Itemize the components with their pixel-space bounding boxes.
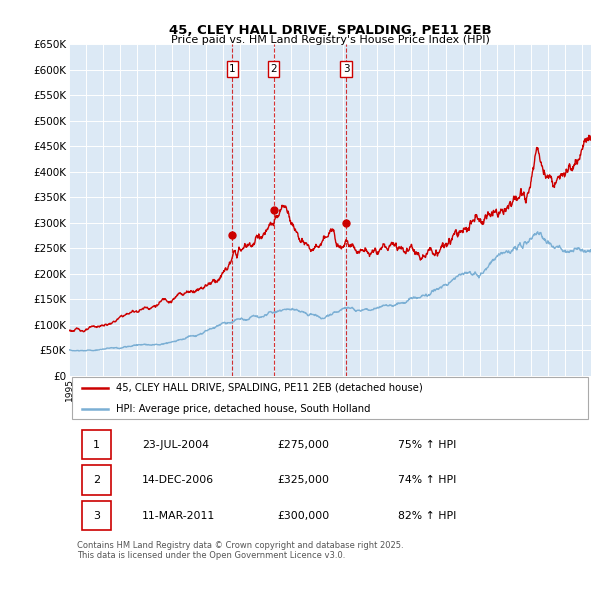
Text: HPI: Average price, detached house, South Holland: HPI: Average price, detached house, Sout… <box>116 404 370 414</box>
Text: Contains HM Land Registry data © Crown copyright and database right 2025.
This d: Contains HM Land Registry data © Crown c… <box>77 541 403 560</box>
Text: 2: 2 <box>270 64 277 74</box>
Text: £325,000: £325,000 <box>278 475 330 485</box>
Text: 45, CLEY HALL DRIVE, SPALDING, PE11 2EB (detached house): 45, CLEY HALL DRIVE, SPALDING, PE11 2EB … <box>116 383 423 393</box>
Text: 3: 3 <box>93 510 100 520</box>
Text: 74% ↑ HPI: 74% ↑ HPI <box>398 475 456 485</box>
Text: 75% ↑ HPI: 75% ↑ HPI <box>398 440 456 450</box>
FancyBboxPatch shape <box>82 501 111 530</box>
Text: Price paid vs. HM Land Registry's House Price Index (HPI): Price paid vs. HM Land Registry's House … <box>170 35 490 45</box>
Text: 3: 3 <box>343 64 349 74</box>
Text: 11-MAR-2011: 11-MAR-2011 <box>142 510 215 520</box>
FancyBboxPatch shape <box>82 430 111 460</box>
Text: 14-DEC-2006: 14-DEC-2006 <box>142 475 214 485</box>
Text: 1: 1 <box>93 440 100 450</box>
FancyBboxPatch shape <box>71 378 589 419</box>
Text: £275,000: £275,000 <box>278 440 330 450</box>
Text: £300,000: £300,000 <box>278 510 330 520</box>
FancyBboxPatch shape <box>82 466 111 495</box>
Text: 23-JUL-2004: 23-JUL-2004 <box>142 440 209 450</box>
Text: 1: 1 <box>229 64 236 74</box>
Text: 45, CLEY HALL DRIVE, SPALDING, PE11 2EB: 45, CLEY HALL DRIVE, SPALDING, PE11 2EB <box>169 24 491 37</box>
Text: 2: 2 <box>93 475 100 485</box>
Text: 82% ↑ HPI: 82% ↑ HPI <box>398 510 456 520</box>
